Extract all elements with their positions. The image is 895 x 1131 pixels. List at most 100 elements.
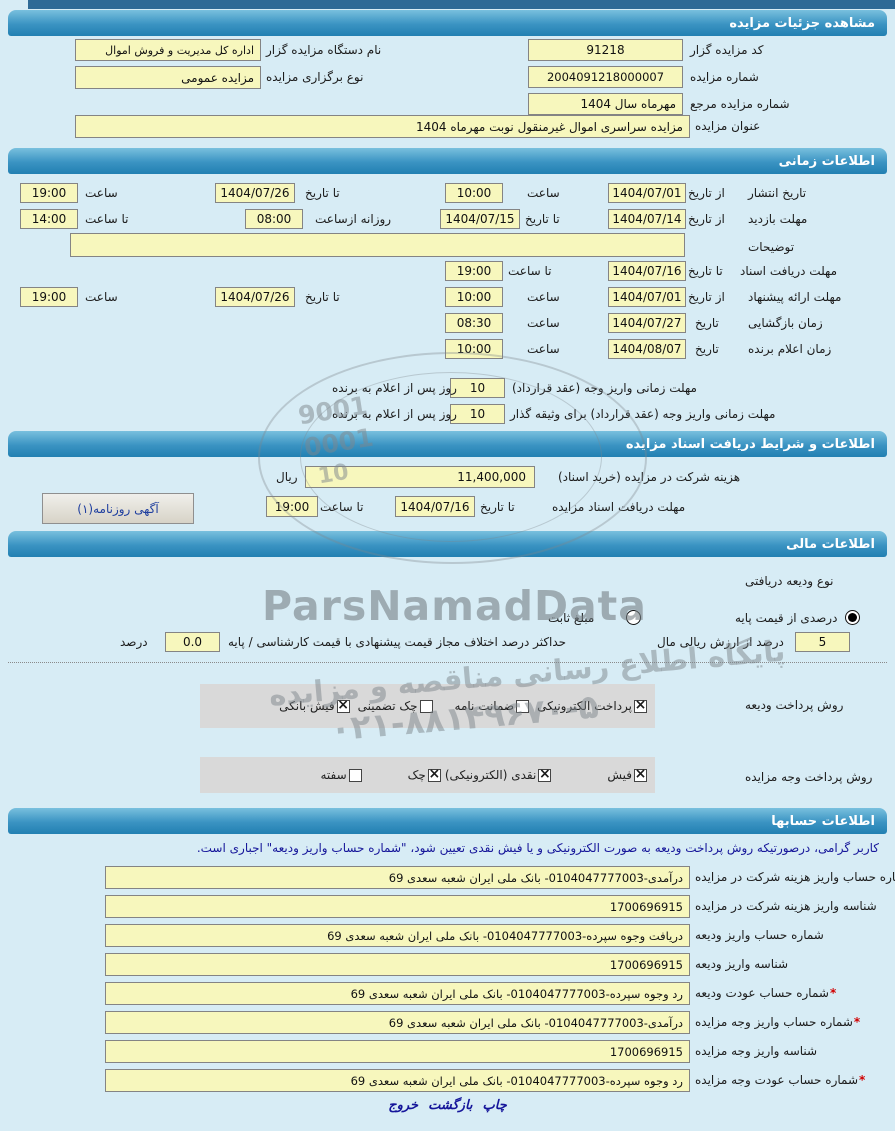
- account-row-label: شماره حساب واریز ودیعه: [695, 928, 824, 942]
- electronic-payment-checkbox[interactable]: [634, 699, 647, 713]
- certified-check-checkbox[interactable]: [419, 699, 433, 713]
- opening-hour[interactable]: 08:30: [445, 313, 503, 333]
- ref-number-input[interactable]: مهرماه سال 1404: [528, 93, 683, 115]
- visit-to-date[interactable]: 1404/07/15: [440, 209, 520, 229]
- visit-until-hour[interactable]: 14:00: [20, 209, 78, 229]
- to-date-label: تا تاریخ: [480, 500, 515, 514]
- cost-label: هزینه شرکت در مزایده (خرید اسناد): [558, 470, 741, 484]
- auction-number-input[interactable]: 2004091218000007: [528, 66, 683, 88]
- payment-deadline-1-days[interactable]: 10: [450, 378, 505, 398]
- guarantee-letter-checkbox[interactable]: [516, 699, 530, 713]
- print-link[interactable]: چاپ: [482, 1098, 507, 1113]
- to-date-label: تا تاریخ: [525, 212, 560, 226]
- to-hour-label: تا ساعت: [85, 212, 129, 226]
- publish-from-date[interactable]: 1404/07/01: [608, 183, 686, 203]
- back-link[interactable]: بازگشت: [428, 1098, 473, 1113]
- daily-from-label: روزانه ازساعت: [315, 212, 392, 226]
- percent-value-input[interactable]: 5: [795, 632, 850, 652]
- winner-label: زمان اعلام برنده: [748, 342, 832, 356]
- page-title: مشاهده جزئیات مزایده: [729, 15, 875, 31]
- offer-from-hour[interactable]: 10:00: [445, 287, 503, 307]
- publish-to-hour[interactable]: 19:00: [20, 183, 78, 203]
- promissory-note-checkbox[interactable]: [348, 768, 362, 782]
- offer-to-hour[interactable]: 19:00: [20, 287, 78, 307]
- payment-method-label: روش پرداخت وجه مزایده: [745, 770, 873, 784]
- payment-deadline-2-days[interactable]: 10: [450, 404, 505, 424]
- deposit-type-label: نوع ودیعه دریافتی: [745, 574, 834, 588]
- fixed-amount-radio[interactable]: [626, 610, 642, 625]
- auction-title-label: عنوان مزایده: [695, 119, 761, 133]
- required-asterisk: *: [853, 1015, 861, 1029]
- hour-label: ساعت: [527, 186, 560, 200]
- accounts-note: کاربر گرامی، درصورتیکه روش پرداخت ودیعه …: [196, 841, 879, 855]
- fixed-amount-label: مبلغ ثابت: [548, 611, 595, 625]
- account-row-label: شناسه واریز وجه مزایده: [695, 1044, 818, 1058]
- account-value-input[interactable]: 1700696915: [105, 953, 690, 976]
- time-info-header: اطلاعات زمانی: [8, 148, 887, 174]
- date-label: تاریخ: [695, 316, 719, 330]
- max-diff-label: حداکثر درصد اختلاف مجاز قیمت پیشنهادی با…: [228, 635, 567, 649]
- account-value-input[interactable]: 1700696915: [105, 895, 690, 918]
- auction-title-input[interactable]: مزایده سراسری اموال غیرمنقول نوبت مهرماه…: [75, 115, 690, 138]
- financial-section-header: اطلاعات مالی: [8, 531, 887, 557]
- percent-unit-label: درصد: [120, 635, 148, 649]
- account-value-input[interactable]: 1700696915: [105, 1040, 690, 1063]
- to-date-label: تا تاریخ: [688, 264, 723, 278]
- doc-deadline-label: مهلت دریافت اسناد: [740, 264, 838, 278]
- visit-daily-from-hour[interactable]: 08:00: [245, 209, 303, 229]
- account-value-input[interactable]: درآمدی-0104047777003- بانک ملی ایران شعب…: [105, 866, 690, 889]
- offer-from-date[interactable]: 1404/07/01: [608, 287, 686, 307]
- org-name-label: نام دستگاه مزایده گزار: [266, 43, 382, 57]
- notes-input[interactable]: [70, 233, 685, 257]
- docs-deadline-date[interactable]: 1404/07/16: [395, 496, 475, 517]
- to-date-label: تا تاریخ: [305, 186, 340, 200]
- percent-of-base-radio[interactable]: [845, 610, 860, 625]
- percent-value-label: درصد از ارزش ریالی مال: [657, 635, 784, 649]
- check-checkbox[interactable]: [427, 768, 441, 782]
- hour-label: ساعت: [85, 186, 118, 200]
- account-row-label: شناسه واریز ودیعه: [695, 957, 789, 971]
- max-diff-input[interactable]: 0.0: [165, 632, 220, 652]
- docs-deadline-label: مهلت دریافت اسناد مزایده: [552, 500, 686, 514]
- visit-label: مهلت بازدید: [748, 212, 808, 226]
- bank-slip-checkbox[interactable]: [336, 699, 350, 713]
- account-row-label: شناسه واریز هزینه شرکت در مزایده: [695, 899, 877, 913]
- to-hour-label: تا ساعت: [320, 500, 364, 514]
- publish-from-hour[interactable]: 10:00: [445, 183, 503, 203]
- deposit-method-label: روش پرداخت ودیعه: [745, 698, 844, 712]
- opening-label: زمان بازگشایی: [748, 316, 823, 330]
- account-value-input[interactable]: رد وجوه سپرده-0104047777003- بانک ملی ای…: [105, 1069, 690, 1092]
- auction-type-label: نوع برگزاری مزایده: [266, 70, 364, 84]
- footer-links: چاپ بازگشت خروج: [0, 1098, 895, 1113]
- account-value-input[interactable]: رد وجوه سپرده-0104047777003- بانک ملی ای…: [105, 982, 690, 1005]
- to-hour-label: تا ساعت: [508, 264, 552, 278]
- newspaper-ad-button[interactable]: آگهی روزنامه(۱): [42, 493, 194, 524]
- payment-method-item: سفته: [320, 768, 362, 782]
- slip-checkbox[interactable]: [634, 768, 647, 782]
- winner-date[interactable]: 1404/08/07: [608, 339, 686, 359]
- opening-date[interactable]: 1404/07/27: [608, 313, 686, 333]
- hour-label: ساعت: [527, 342, 560, 356]
- publish-to-date[interactable]: 1404/07/26: [215, 183, 295, 203]
- cash-electronic-checkbox[interactable]: [538, 768, 552, 782]
- account-row-label: *شماره حساب عودت ودیعه: [695, 986, 837, 1000]
- docs-deadline-hour[interactable]: 19:00: [266, 496, 318, 517]
- doc-deadline-hour[interactable]: 19:00: [445, 261, 503, 281]
- account-value-input[interactable]: دریافت وجوه سپرده-0104047777003- بانک مل…: [105, 924, 690, 947]
- cost-input[interactable]: 11,400,000: [305, 466, 535, 488]
- winner-hour[interactable]: 10:00: [445, 339, 503, 359]
- doc-deadline-date[interactable]: 1404/07/16: [608, 261, 686, 281]
- account-row-label: شماره حساب واریز هزینه شرکت در مزایده: [695, 870, 895, 884]
- publish-label: تاریخ انتشار: [748, 186, 807, 200]
- auction-type-input[interactable]: مزایده عمومی: [75, 66, 261, 89]
- org-name-input[interactable]: اداره کل مدیریت و فروش اموال: [75, 39, 261, 61]
- offer-to-date[interactable]: 1404/07/26: [215, 287, 295, 307]
- deposit-method-group: پرداخت الکترونیکی ضمانت نامه چک تضمینی ف…: [200, 684, 655, 728]
- from-date-label: از تاریخ: [688, 290, 725, 304]
- top-strip: [28, 0, 895, 9]
- visit-from-date[interactable]: 1404/07/14: [608, 209, 686, 229]
- deposit-method-item: چک تضمینی: [358, 699, 433, 713]
- exit-link[interactable]: خروج: [388, 1098, 419, 1113]
- bid-code-input[interactable]: 91218: [528, 39, 683, 61]
- account-value-input[interactable]: درآمدی-0104047777003- بانک ملی ایران شعب…: [105, 1011, 690, 1034]
